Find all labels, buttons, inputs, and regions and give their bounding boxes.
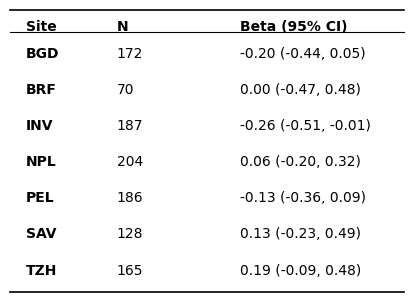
Text: -0.13 (-0.36, 0.09): -0.13 (-0.36, 0.09)	[239, 191, 365, 205]
Text: 172: 172	[116, 47, 142, 60]
Text: BGD: BGD	[26, 47, 59, 60]
Text: 165: 165	[116, 264, 142, 278]
Text: Beta (95% CI): Beta (95% CI)	[239, 19, 347, 33]
Text: 187: 187	[116, 119, 142, 133]
Text: 0.13 (-0.23, 0.49): 0.13 (-0.23, 0.49)	[239, 228, 360, 242]
Text: INV: INV	[26, 119, 53, 133]
Text: 70: 70	[116, 83, 134, 97]
Text: N: N	[116, 19, 128, 33]
Text: BRF: BRF	[26, 83, 57, 97]
Text: 0.06 (-0.20, 0.32): 0.06 (-0.20, 0.32)	[239, 155, 360, 169]
Text: NPL: NPL	[26, 155, 57, 169]
Text: 0.00 (-0.47, 0.48): 0.00 (-0.47, 0.48)	[239, 83, 360, 97]
Text: 186: 186	[116, 191, 143, 205]
Text: SAV: SAV	[26, 228, 57, 242]
Text: 204: 204	[116, 155, 142, 169]
Text: 128: 128	[116, 228, 142, 242]
Text: -0.20 (-0.44, 0.05): -0.20 (-0.44, 0.05)	[239, 47, 365, 60]
Text: Site: Site	[26, 19, 57, 33]
Text: -0.26 (-0.51, -0.01): -0.26 (-0.51, -0.01)	[239, 119, 370, 133]
Text: PEL: PEL	[26, 191, 55, 205]
Text: 0.19 (-0.09, 0.48): 0.19 (-0.09, 0.48)	[239, 264, 360, 278]
Text: TZH: TZH	[26, 264, 57, 278]
